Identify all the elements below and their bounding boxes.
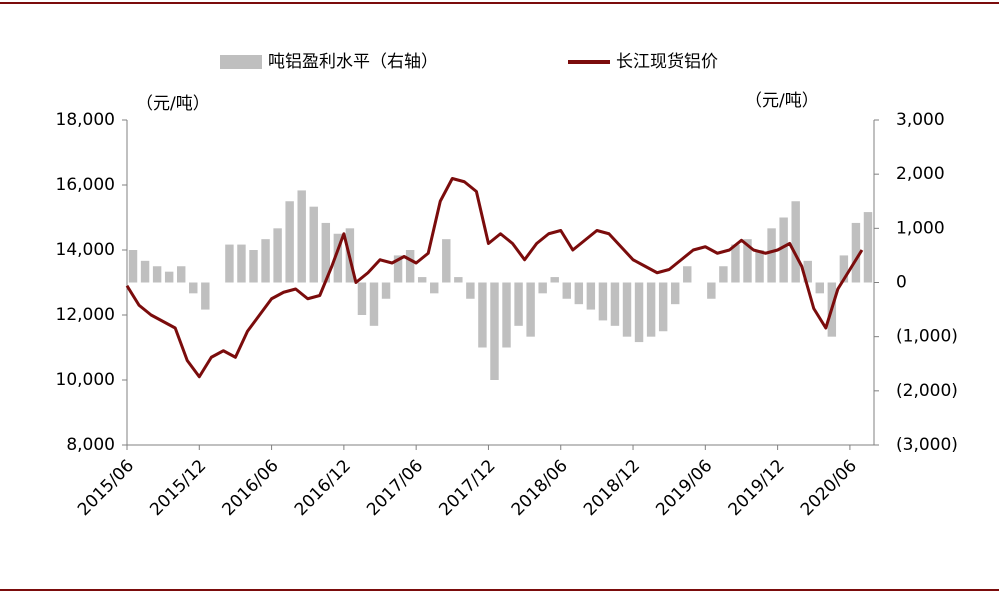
bar bbox=[538, 282, 547, 294]
x-tick-label: 2020/06 bbox=[797, 456, 861, 520]
bar bbox=[719, 266, 728, 283]
y2-tick-label: 0 bbox=[896, 273, 907, 293]
bar bbox=[466, 282, 475, 299]
bar bbox=[405, 250, 415, 283]
bar bbox=[201, 282, 210, 310]
y-unit: （元/吨） bbox=[136, 94, 210, 114]
x-tick-label: 2016/06 bbox=[219, 456, 283, 520]
x-tick-label: 2015/12 bbox=[146, 456, 210, 520]
y2-tick-label: 3,000 bbox=[896, 110, 945, 130]
bar bbox=[381, 282, 391, 299]
bar bbox=[803, 260, 812, 283]
bar bbox=[670, 282, 680, 305]
y-tick-label: 12,000 bbox=[56, 305, 115, 325]
y2-tick-label: (1,000) bbox=[896, 327, 958, 347]
y2-tick-label: 2,000 bbox=[896, 164, 945, 184]
legend-label: 吨铝盈利水平（右轴） bbox=[268, 52, 438, 72]
x-tick-label: 2016/12 bbox=[291, 456, 355, 520]
bar bbox=[514, 282, 523, 326]
bar bbox=[791, 201, 800, 283]
bar bbox=[285, 201, 294, 283]
bar bbox=[743, 239, 752, 283]
bar bbox=[249, 250, 258, 283]
x-tick-label: 2018/06 bbox=[508, 456, 572, 520]
bar bbox=[526, 282, 535, 337]
bar bbox=[357, 282, 367, 315]
bar bbox=[177, 266, 186, 283]
y2-tick-label: (3,000) bbox=[896, 435, 958, 455]
bar bbox=[731, 244, 740, 283]
bar bbox=[140, 260, 150, 283]
y2-unit: （元/吨） bbox=[745, 91, 819, 111]
bar bbox=[658, 282, 668, 332]
y-tick-label: 18,000 bbox=[56, 110, 115, 130]
bar bbox=[309, 206, 318, 283]
bar bbox=[225, 244, 234, 283]
y2-tick-label: (2,000) bbox=[896, 381, 958, 401]
bar bbox=[767, 228, 776, 283]
bar bbox=[634, 282, 644, 343]
bar bbox=[598, 282, 608, 321]
bar bbox=[562, 282, 571, 299]
x-tick-label: 2019/06 bbox=[652, 456, 716, 520]
bar bbox=[442, 239, 451, 283]
bar bbox=[189, 282, 198, 294]
bar bbox=[128, 250, 138, 283]
bar bbox=[273, 228, 282, 283]
bar bbox=[779, 217, 788, 283]
x-tick-label: 2019/12 bbox=[725, 456, 789, 520]
bar bbox=[417, 277, 427, 283]
bar bbox=[393, 255, 403, 283]
bar bbox=[755, 250, 764, 283]
x-tick-label: 2015/06 bbox=[74, 456, 138, 520]
bar bbox=[646, 282, 656, 337]
bar bbox=[369, 282, 379, 326]
bar bbox=[430, 282, 439, 294]
y-tick-label: 8,000 bbox=[66, 435, 115, 455]
bar bbox=[237, 244, 246, 283]
y-tick-label: 10,000 bbox=[56, 370, 115, 390]
x-tick-label: 2017/06 bbox=[363, 456, 427, 520]
bar bbox=[297, 190, 306, 283]
bar bbox=[550, 277, 559, 283]
bar bbox=[851, 222, 861, 283]
bar bbox=[707, 282, 716, 299]
x-tick-label: 2017/12 bbox=[435, 456, 499, 520]
bar bbox=[490, 282, 499, 380]
line bbox=[125, 177, 864, 379]
bar bbox=[815, 282, 824, 294]
bar bbox=[321, 222, 331, 283]
bar bbox=[152, 266, 162, 283]
bar bbox=[622, 282, 632, 337]
bar bbox=[586, 282, 596, 310]
legend-label: 长江现货铝价 bbox=[616, 52, 718, 72]
bar bbox=[261, 239, 270, 283]
bar bbox=[574, 282, 584, 305]
x-tick-label: 2018/12 bbox=[580, 456, 644, 520]
bar bbox=[333, 233, 343, 283]
bar bbox=[454, 277, 463, 283]
y-tick-label: 14,000 bbox=[56, 240, 115, 260]
legend-swatch bbox=[220, 55, 262, 69]
bar bbox=[683, 266, 692, 283]
bar bbox=[839, 255, 849, 283]
bar bbox=[863, 212, 873, 283]
bar bbox=[478, 282, 487, 348]
bar bbox=[502, 282, 511, 348]
y2-tick-label: 1,000 bbox=[896, 218, 945, 238]
y-tick-label: 16,000 bbox=[56, 175, 115, 195]
bar bbox=[610, 282, 620, 326]
bar bbox=[164, 271, 174, 283]
